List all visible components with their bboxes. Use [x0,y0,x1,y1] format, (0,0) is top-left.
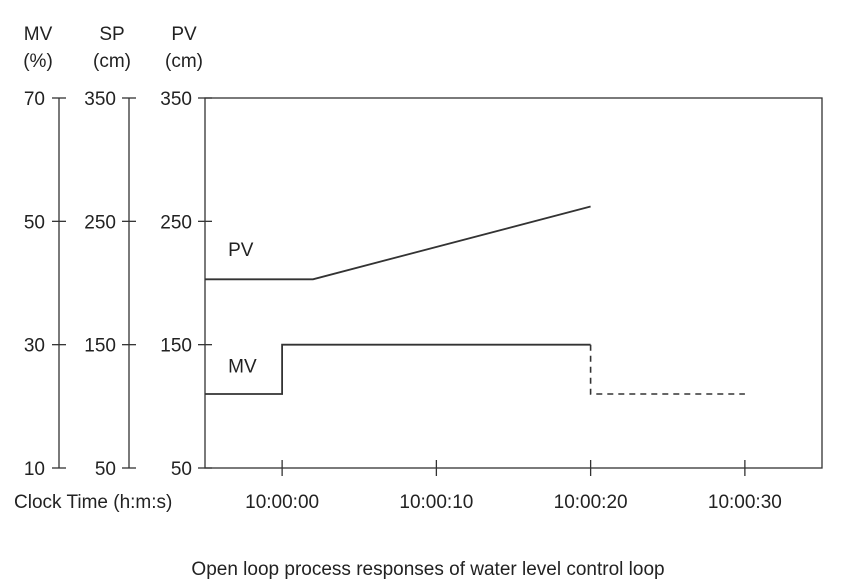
mv-series-line [205,343,591,395]
sp-tick-label: 350 [84,89,116,110]
chart-caption: Open loop process responses of water lev… [191,559,664,580]
x-tick-label: 10:00:30 [708,492,782,513]
mv-tick-label: 30 [24,336,45,357]
mv-tick-label: 70 [24,89,45,110]
mv-axis-label: MV [24,24,53,45]
series-layer: PV MV [205,205,745,395]
x-tick-label: 10:00:10 [399,492,473,513]
pv-series-line [205,205,591,281]
pv-tick-label: 50 [171,459,192,480]
sp-axis-unit: (cm) [93,51,131,72]
plot-frame [204,97,823,469]
sp-tick-label: 50 [95,459,116,480]
mv-axis-ticks: 10 30 50 70 [24,89,66,480]
mv-series-dashed-line [589,344,745,395]
x-tick-label: 10:00:20 [554,492,628,513]
pv-tick-label: 150 [160,336,192,357]
mv-axis-unit: (%) [23,51,53,72]
sp-axis-ticks: 50 150 250 350 [84,89,136,480]
pv-series-label: PV [228,240,254,261]
x-axis-ticks: 10:00:00 10:00:10 10:00:20 10:00:30 [245,460,782,513]
mv-series-label: MV [228,356,257,377]
pv-axis-unit: (cm) [165,51,203,72]
sp-axis-label: SP [99,24,124,45]
x-tick-label: 10:00:00 [245,492,319,513]
pv-tick-label: 350 [160,89,192,110]
pv-tick-label: 250 [160,212,192,233]
sp-tick-label: 150 [84,336,116,357]
pv-axis-ticks: 50 150 250 350 [160,89,212,480]
pv-axis-label: PV [171,24,197,45]
sp-tick-label: 250 [84,212,116,233]
mv-tick-label: 10 [24,459,45,480]
x-axis-label: Clock Time (h:m:s) [14,492,172,513]
mv-tick-label: 50 [24,212,45,233]
